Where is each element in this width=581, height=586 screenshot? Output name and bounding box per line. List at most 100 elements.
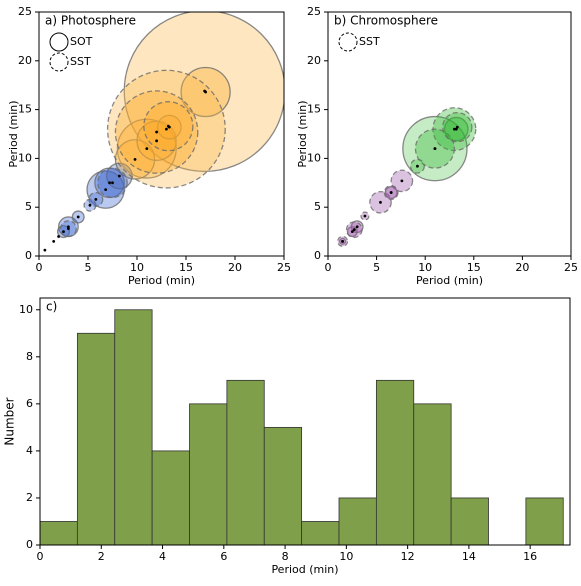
- x-tick-label: 25: [277, 261, 291, 274]
- point: [389, 191, 393, 194]
- point: [155, 130, 159, 134]
- y-tick-label: 5: [25, 200, 32, 213]
- y-tick-label: 5: [314, 200, 321, 213]
- point: [455, 125, 459, 129]
- y-tick-label: 25: [18, 5, 32, 18]
- bar: [76, 332, 116, 545]
- plot-area: [40, 309, 564, 545]
- x-tick-label: 20: [515, 261, 529, 274]
- y-tick-label: 10: [307, 151, 321, 164]
- y-tick-label: 10: [19, 303, 33, 316]
- panel: SOT SST 0 5 10 15 20 25 0 5 10 15 20 25 a) Photosphere…: [7, 5, 291, 287]
- y-tick-label: 15: [18, 103, 32, 116]
- x-tick-label: 8: [282, 550, 289, 563]
- point: [133, 157, 137, 161]
- axes-frame: [327, 11, 572, 257]
- point: [363, 214, 367, 218]
- y-tick-label: 25: [307, 5, 321, 18]
- point: [416, 164, 419, 168]
- point: [76, 215, 80, 219]
- point: [88, 203, 92, 207]
- x-axis-label: Period (min): [271, 563, 338, 576]
- legend-symbol: [49, 52, 69, 72]
- y-tick-label: 4: [26, 444, 33, 457]
- panel-title: b) Chromosphere: [334, 14, 438, 28]
- point: [166, 124, 170, 128]
- point: [94, 197, 98, 201]
- legend-label: SOT: [70, 35, 93, 48]
- panel: 0 2 4 6 8 10 12 14 16 0 2 4 6 8 10 c) Period (min) Number: [3, 297, 571, 576]
- point: [57, 235, 60, 238]
- x-tick-label: 10: [418, 261, 432, 274]
- x-tick-label: 5: [373, 261, 380, 274]
- point: [341, 239, 344, 243]
- bar: [525, 497, 564, 545]
- point: [145, 147, 149, 151]
- bar: [338, 497, 377, 545]
- x-tick-label: 5: [85, 261, 92, 274]
- bar: [189, 403, 228, 545]
- y-tick-label: 2: [26, 491, 33, 504]
- panel-title: a) Photosphere: [45, 14, 136, 28]
- point: [67, 227, 70, 231]
- point: [52, 239, 56, 243]
- x-tick-label: 0: [36, 261, 43, 274]
- y-axis-label: Number: [3, 397, 17, 445]
- point: [62, 230, 65, 234]
- x-axis-label: Period (min): [128, 274, 195, 287]
- y-tick-label: 20: [307, 54, 321, 67]
- y-tick-label: 6: [26, 397, 33, 410]
- plot-area: [337, 107, 477, 247]
- plot-area: [43, 12, 284, 252]
- bar: [40, 521, 78, 545]
- x-tick-label: 0: [325, 261, 332, 274]
- point: [67, 225, 70, 229]
- y-axis-label: Period (min): [296, 100, 309, 167]
- point: [352, 228, 356, 232]
- bar: [263, 426, 303, 545]
- legend-label: SST: [359, 35, 380, 48]
- point: [108, 181, 111, 185]
- point: [165, 127, 168, 131]
- point: [355, 225, 359, 229]
- bar: [114, 309, 153, 545]
- x-tick-label: 16: [523, 550, 537, 563]
- y-tick-label: 0: [314, 249, 321, 262]
- point: [379, 200, 382, 204]
- legend-label: SST: [70, 55, 91, 68]
- legend-symbol: [338, 32, 358, 52]
- y-tick-label: 10: [18, 151, 32, 164]
- bar: [413, 403, 452, 545]
- panel: SST 0 5 10 15 20 25 0 5 10 15 20 25 b) Chromosphere Pe…: [296, 5, 578, 287]
- point: [104, 188, 108, 192]
- x-tick-label: 0: [37, 550, 44, 563]
- bar: [301, 521, 340, 545]
- axes-frame: [38, 11, 285, 257]
- x-tick-label: 10: [130, 261, 144, 274]
- x-tick-label: 15: [179, 261, 193, 274]
- bar: [151, 450, 190, 545]
- x-tick-label: 10: [339, 550, 353, 563]
- x-axis-label: Period (min): [416, 274, 483, 287]
- axes-frame: [39, 297, 571, 546]
- point: [111, 181, 114, 185]
- y-tick-label: 20: [18, 54, 32, 67]
- x-tick-label: 12: [401, 550, 415, 563]
- legend-symbol: [49, 32, 69, 52]
- point: [204, 90, 208, 94]
- point: [155, 139, 159, 143]
- x-tick-label: 6: [220, 550, 227, 563]
- point: [43, 248, 47, 252]
- point: [452, 127, 456, 131]
- y-tick-label: 0: [25, 249, 32, 262]
- x-tick-label: 4: [159, 550, 166, 563]
- bar: [450, 497, 489, 545]
- point: [117, 174, 121, 178]
- y-tick-label: 0: [26, 538, 33, 551]
- panel-title: c): [46, 300, 57, 314]
- bar: [375, 379, 415, 545]
- point: [433, 147, 437, 151]
- y-tick-label: 15: [307, 103, 321, 116]
- point: [400, 179, 404, 183]
